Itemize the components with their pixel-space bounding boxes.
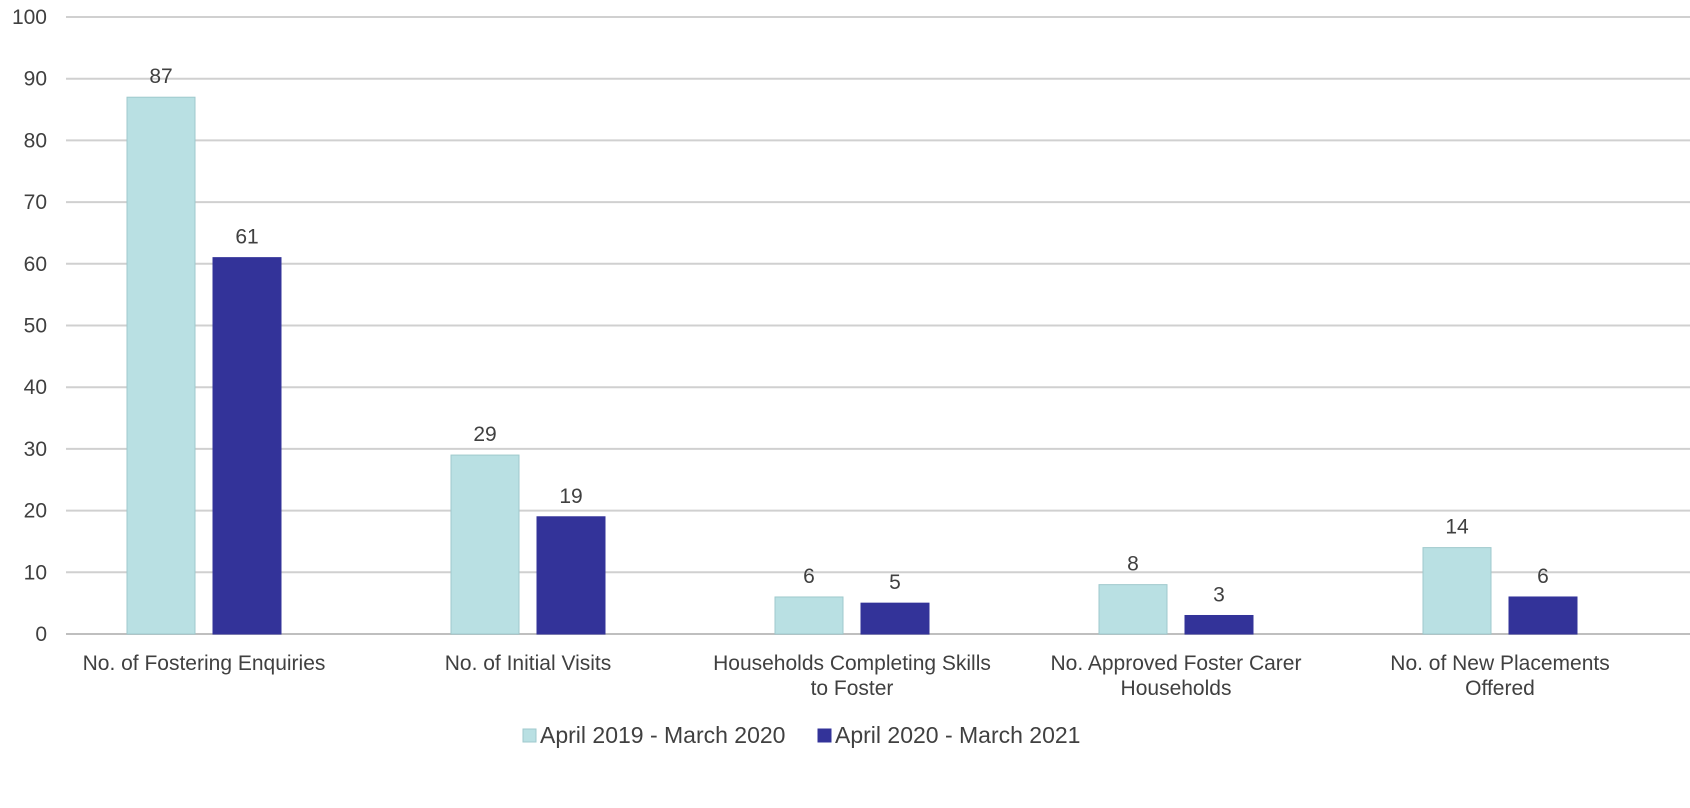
data-label: 6 bbox=[1537, 565, 1549, 588]
bar bbox=[126, 96, 196, 635]
bar bbox=[860, 602, 930, 635]
legend-label: April 2020 - March 2021 bbox=[835, 722, 1080, 748]
data-labels: 87 61 29 19 6 5 8 3 14 6 bbox=[149, 65, 1549, 606]
y-tick-label: 100 bbox=[12, 6, 47, 29]
bar bbox=[1098, 584, 1168, 635]
x-category-label: No. of Fostering Enquiries bbox=[83, 652, 326, 675]
y-tick-label: 50 bbox=[24, 315, 47, 338]
x-category-label-line: No. of Fostering Enquiries bbox=[83, 652, 326, 675]
y-axis-ticks: 0 10 20 30 40 50 60 70 80 90 100 bbox=[12, 6, 47, 646]
y-tick-label: 30 bbox=[24, 438, 47, 461]
x-axis-category-labels: No. of Fostering Enquiries No. of Initial… bbox=[83, 652, 1610, 700]
x-category-label-line: No. Approved Foster Carer bbox=[1051, 652, 1302, 675]
legend-label: April 2019 - March 2020 bbox=[540, 722, 785, 748]
y-tick-label: 80 bbox=[24, 129, 47, 152]
bar bbox=[1422, 547, 1492, 635]
y-tick-label: 40 bbox=[24, 376, 47, 399]
data-label: 6 bbox=[803, 565, 815, 588]
x-category-label-line: to Foster bbox=[811, 677, 894, 700]
x-category-label-line: Households Completing Skills bbox=[713, 652, 991, 675]
data-label: 8 bbox=[1127, 553, 1139, 576]
x-category-label-line: Households bbox=[1121, 677, 1232, 700]
y-tick-label: 10 bbox=[24, 561, 47, 584]
gridlines bbox=[66, 16, 1690, 635]
data-label: 14 bbox=[1445, 516, 1469, 539]
bar bbox=[774, 596, 844, 635]
data-label: 3 bbox=[1213, 583, 1225, 606]
data-label: 61 bbox=[235, 226, 258, 249]
x-category-label-line: Offered bbox=[1465, 677, 1535, 700]
x-category-label: Households Completing Skills to Foster bbox=[713, 652, 991, 700]
data-label: 29 bbox=[473, 423, 496, 446]
y-tick-label: 60 bbox=[24, 253, 47, 276]
legend-swatch bbox=[522, 728, 537, 743]
y-tick-label: 70 bbox=[24, 191, 47, 214]
bar bbox=[212, 257, 282, 635]
data-label: 87 bbox=[149, 65, 172, 88]
y-tick-label: 20 bbox=[24, 500, 47, 523]
y-tick-label: 0 bbox=[35, 623, 47, 646]
x-category-label: No. Approved Foster Carer Households bbox=[1051, 652, 1302, 700]
x-category-label-line: No. of Initial Visits bbox=[445, 652, 612, 675]
y-tick-label: 90 bbox=[24, 68, 47, 91]
x-category-label: No. of New Placements Offered bbox=[1390, 652, 1609, 700]
data-label: 5 bbox=[889, 571, 901, 594]
bar bbox=[536, 516, 606, 635]
legend: April 2019 - March 2020 April 2020 - Marc… bbox=[522, 722, 1080, 748]
x-category-label: No. of Initial Visits bbox=[445, 652, 612, 675]
data-label: 19 bbox=[559, 485, 582, 508]
bar bbox=[1508, 596, 1578, 635]
bar bbox=[1184, 614, 1254, 635]
bar bbox=[450, 454, 520, 635]
bars bbox=[126, 96, 1578, 635]
legend-swatch bbox=[817, 728, 832, 743]
x-category-label-line: No. of New Placements bbox=[1390, 652, 1609, 675]
